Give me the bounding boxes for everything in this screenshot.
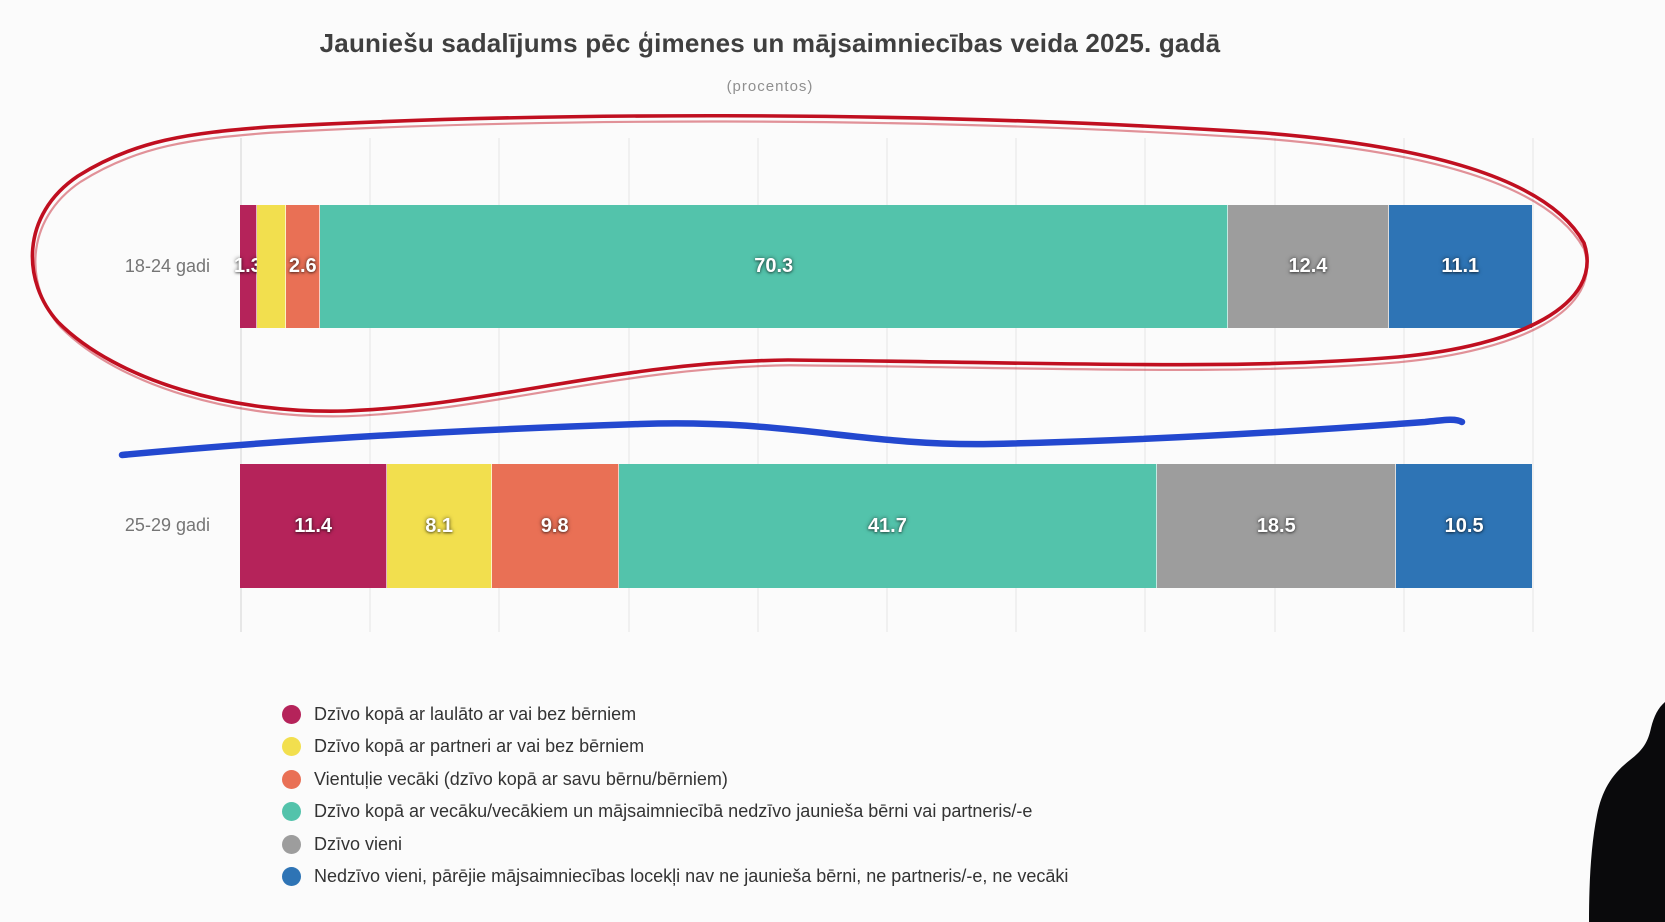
legend-swatch-icon <box>282 867 301 887</box>
bar-segment: 9.8 <box>491 464 619 588</box>
segment-value-label: 18.5 <box>1256 514 1296 537</box>
legend-label: Dzīvo kopā ar vecāku/vecākiem un mājsaim… <box>314 801 1033 822</box>
segment-value-label: 10.5 <box>1444 514 1484 537</box>
legend-label: Nedzīvo vieni, pārējie mājsaimniecības l… <box>314 866 1069 887</box>
category-label: 18-24 gadi <box>124 255 210 276</box>
legend-item: Dzīvo kopā ar vecāku/vecākiem un mājsaim… <box>282 796 1068 829</box>
bar-segment <box>256 205 287 328</box>
legend-item: Vientuļie vecāki (dzīvo kopā ar savu bēr… <box>282 763 1068 796</box>
gridline <box>1532 138 1534 632</box>
segment-value-label: 2.6 <box>288 255 317 277</box>
category-label: 25-29 gadi <box>124 515 210 535</box>
bar-segment: 41.7 <box>618 464 1158 588</box>
segment-value-label: 9.8 <box>540 514 569 537</box>
bar-segment: 8.1 <box>387 464 492 588</box>
legend-swatch-icon <box>282 737 301 757</box>
legend-swatch-icon <box>282 802 301 822</box>
segment-value-label: 70.3 <box>754 255 794 277</box>
bar-row: 11.4 8.1 9.8 41.7 18.5 10.5 <box>240 464 1532 588</box>
chart-title: Jauniešu sadalījums pēc ģimenes un mājsa… <box>319 28 1221 58</box>
bar-segment: 2.6 <box>286 205 321 328</box>
segment-value-label: 12.4 <box>1288 255 1328 277</box>
bar-segment: 1.3 <box>234 205 262 328</box>
segment-value-label: 11.1 <box>1441 255 1480 277</box>
bar-segment: 18.5 <box>1157 464 1397 588</box>
bar-segment: 11.1 <box>1388 205 1532 328</box>
bar-segment: 12.4 <box>1228 205 1389 328</box>
bar-segment: 11.4 <box>240 464 388 588</box>
legend-item: Dzīvo kopā ar laulāto ar vai bez bērniem <box>282 698 1068 731</box>
legend-swatch-icon <box>282 769 301 789</box>
legend: Dzīvo kopā ar laulāto ar vai bez bērniem… <box>282 698 1068 893</box>
legend-swatch-icon <box>282 704 301 724</box>
segment-value-label: 8.1 <box>425 514 453 537</box>
legend-item: Dzīvo vieni <box>282 828 1068 861</box>
legend-swatch-icon <box>282 834 301 854</box>
legend-label: Vientuļie vecāki (dzīvo kopā ar savu bēr… <box>314 768 728 789</box>
chart-subtitle: (procentos) <box>726 78 814 95</box>
segment-value-label: 11.4 <box>294 514 333 537</box>
segment-value-label: 41.7 <box>867 514 907 537</box>
person-silhouette <box>1589 702 1665 922</box>
legend-label: Dzīvo kopā ar partneri ar vai bez bērnie… <box>314 736 645 757</box>
bar-segment: 10.5 <box>1396 464 1532 588</box>
bar-segment: 70.3 <box>320 205 1229 328</box>
blue-underline-annotation <box>118 416 1466 459</box>
legend-label: Dzīvo kopā ar laulāto ar vai bez bērniem <box>314 703 637 724</box>
legend-item: Nedzīvo vieni, pārējie mājsaimniecības l… <box>282 861 1068 894</box>
legend-label: Dzīvo vieni <box>314 833 403 854</box>
legend-item: Dzīvo kopā ar partneri ar vai bez bērnie… <box>282 731 1068 764</box>
bar-row: 1.3 2.6 70.3 12.4 11.1 <box>234 205 1532 328</box>
